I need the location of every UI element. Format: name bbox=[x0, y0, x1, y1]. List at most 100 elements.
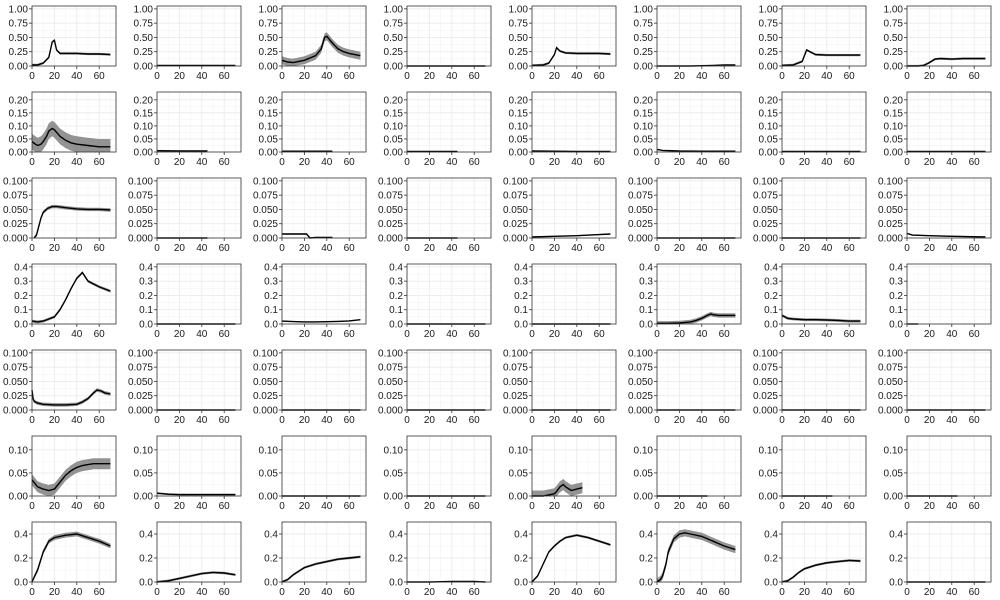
series-line bbox=[531, 150, 611, 153]
x-tick-label: 20 bbox=[799, 71, 811, 82]
x-tick-label: 0 bbox=[904, 501, 910, 512]
y-tick-label: 0.100 bbox=[3, 176, 28, 187]
series-line bbox=[531, 46, 611, 67]
x-tick-label: 0 bbox=[404, 71, 410, 82]
y-tick-label: 0.50 bbox=[384, 33, 404, 44]
panel-background bbox=[157, 92, 241, 152]
panel-r5-c4: 0.000 0.025 0.050 0.075 0.100 0 20 40 60 bbox=[378, 348, 492, 426]
panel-r3-c6: 0.000 0.025 0.050 0.075 0.100 0 20 40 60 bbox=[628, 176, 742, 254]
y-tick-label: 0.050 bbox=[503, 205, 528, 216]
y-tick-label: 0.025 bbox=[628, 391, 653, 402]
y-tick-label: 0.2 bbox=[639, 554, 653, 565]
y-tick-label: 0.000 bbox=[628, 406, 653, 417]
series-line bbox=[656, 148, 736, 152]
y-tick-label: 0.05 bbox=[9, 468, 29, 479]
y-tick-label: 1.00 bbox=[759, 4, 779, 15]
x-tick-label: 0 bbox=[404, 329, 410, 340]
panel-r2-c7: 0.00 0.05 0.10 0.15 0.20 0 20 40 60 bbox=[759, 91, 867, 168]
series-line bbox=[31, 533, 111, 583]
x-tick-label: 20 bbox=[799, 329, 811, 340]
x-tick-label: 20 bbox=[174, 329, 186, 340]
x-tick-label: 0 bbox=[29, 157, 35, 168]
x-tick-label: 20 bbox=[299, 415, 311, 426]
y-tick-label: 0.4 bbox=[389, 530, 403, 541]
x-tick-label: 20 bbox=[799, 415, 811, 426]
x-tick-label: 40 bbox=[821, 157, 833, 168]
panel-r4-c8: 0.0 0.1 0.2 0.3 0.4 0 20 40 60 bbox=[889, 262, 992, 340]
series-line bbox=[781, 559, 861, 583]
x-tick-label: 60 bbox=[594, 243, 606, 254]
x-tick-label: 0 bbox=[529, 157, 535, 168]
x-tick-label: 60 bbox=[594, 501, 606, 512]
y-tick-label: 0.075 bbox=[878, 363, 903, 374]
y-tick-label: 0.0 bbox=[139, 578, 153, 589]
y-tick-label: 0.0 bbox=[889, 320, 903, 331]
y-tick-label: 0.00 bbox=[134, 62, 154, 73]
x-tick-label: 40 bbox=[696, 501, 708, 512]
y-tick-label: 0.2 bbox=[14, 291, 28, 302]
y-tick-label: 0.4 bbox=[764, 530, 778, 541]
y-tick-label: 0.2 bbox=[264, 554, 278, 565]
x-tick-label: 60 bbox=[594, 329, 606, 340]
x-tick-label: 0 bbox=[779, 243, 785, 254]
y-tick-label: 0.075 bbox=[378, 191, 403, 202]
x-tick-label: 20 bbox=[174, 243, 186, 254]
y-tick-label: 0.10 bbox=[509, 121, 529, 132]
x-tick-label: 0 bbox=[29, 243, 35, 254]
y-tick-label: 0.50 bbox=[259, 33, 279, 44]
panel-border bbox=[31, 349, 117, 411]
y-tick-label: 0.00 bbox=[884, 492, 904, 503]
y-tick-label: 0.100 bbox=[378, 348, 403, 359]
panel-r1-c7: 0.00 0.25 0.50 0.75 1.00 0 20 40 60 bbox=[759, 4, 867, 82]
y-tick-label: 0.075 bbox=[128, 191, 153, 202]
panel-border bbox=[406, 5, 492, 67]
y-tick-label: 0.75 bbox=[259, 19, 279, 30]
y-tick-label: 0.050 bbox=[628, 377, 653, 388]
x-tick-label: 0 bbox=[404, 501, 410, 512]
y-tick-label: 0.075 bbox=[253, 191, 278, 202]
x-tick-label: 20 bbox=[299, 243, 311, 254]
panel-background bbox=[907, 92, 991, 152]
panel-background bbox=[157, 178, 241, 238]
y-tick-label: 0.20 bbox=[134, 95, 154, 106]
y-tick-label: 0.05 bbox=[509, 468, 529, 479]
x-tick-label: 0 bbox=[279, 157, 285, 168]
y-tick-label: 0.000 bbox=[378, 406, 403, 417]
x-tick-label: 60 bbox=[344, 157, 356, 168]
y-tick-label: 1.00 bbox=[259, 4, 279, 15]
y-tick-label: 0.100 bbox=[3, 348, 28, 359]
x-tick-label: 20 bbox=[299, 501, 311, 512]
panel-r2-c5: 0.00 0.05 0.10 0.15 0.20 0 20 40 60 bbox=[509, 91, 617, 168]
panel-border bbox=[31, 521, 117, 583]
x-tick-label: 0 bbox=[654, 71, 660, 82]
y-tick-label: 0.000 bbox=[128, 406, 153, 417]
panel-r4-c2: 0.0 0.1 0.2 0.3 0.4 0 20 40 60 bbox=[139, 262, 242, 340]
y-tick-label: 0.05 bbox=[634, 134, 654, 145]
x-tick-label: 0 bbox=[529, 415, 535, 426]
x-tick-label: 0 bbox=[529, 243, 535, 254]
panel-r4-c5: 0.0 0.1 0.2 0.3 0.4 0 20 40 60 bbox=[514, 262, 617, 340]
series-line bbox=[532, 483, 583, 497]
x-tick-label: 20 bbox=[674, 157, 686, 168]
x-tick-label: 40 bbox=[321, 415, 333, 426]
panel-background bbox=[782, 522, 866, 582]
y-tick-label: 0.000 bbox=[3, 406, 28, 417]
panel-background bbox=[157, 522, 241, 582]
x-tick-label: 20 bbox=[924, 501, 936, 512]
x-tick-label: 20 bbox=[424, 71, 436, 82]
panel-border bbox=[281, 349, 367, 411]
panel-border bbox=[531, 349, 617, 411]
y-tick-label: 0.1 bbox=[639, 305, 653, 316]
panel-border bbox=[781, 435, 867, 497]
x-tick-label: 20 bbox=[424, 329, 436, 340]
y-tick-label: 0.0 bbox=[639, 320, 653, 331]
x-tick-label: 20 bbox=[424, 157, 436, 168]
y-tick-label: 0.2 bbox=[139, 291, 153, 302]
y-tick-label: 1.00 bbox=[884, 4, 904, 15]
x-tick-label: 40 bbox=[196, 157, 208, 168]
y-tick-label: 0.00 bbox=[634, 62, 654, 73]
y-tick-label: 0.025 bbox=[253, 391, 278, 402]
x-tick-label: 60 bbox=[969, 329, 981, 340]
y-tick-label: 0.05 bbox=[9, 134, 29, 145]
series-line bbox=[781, 314, 861, 322]
